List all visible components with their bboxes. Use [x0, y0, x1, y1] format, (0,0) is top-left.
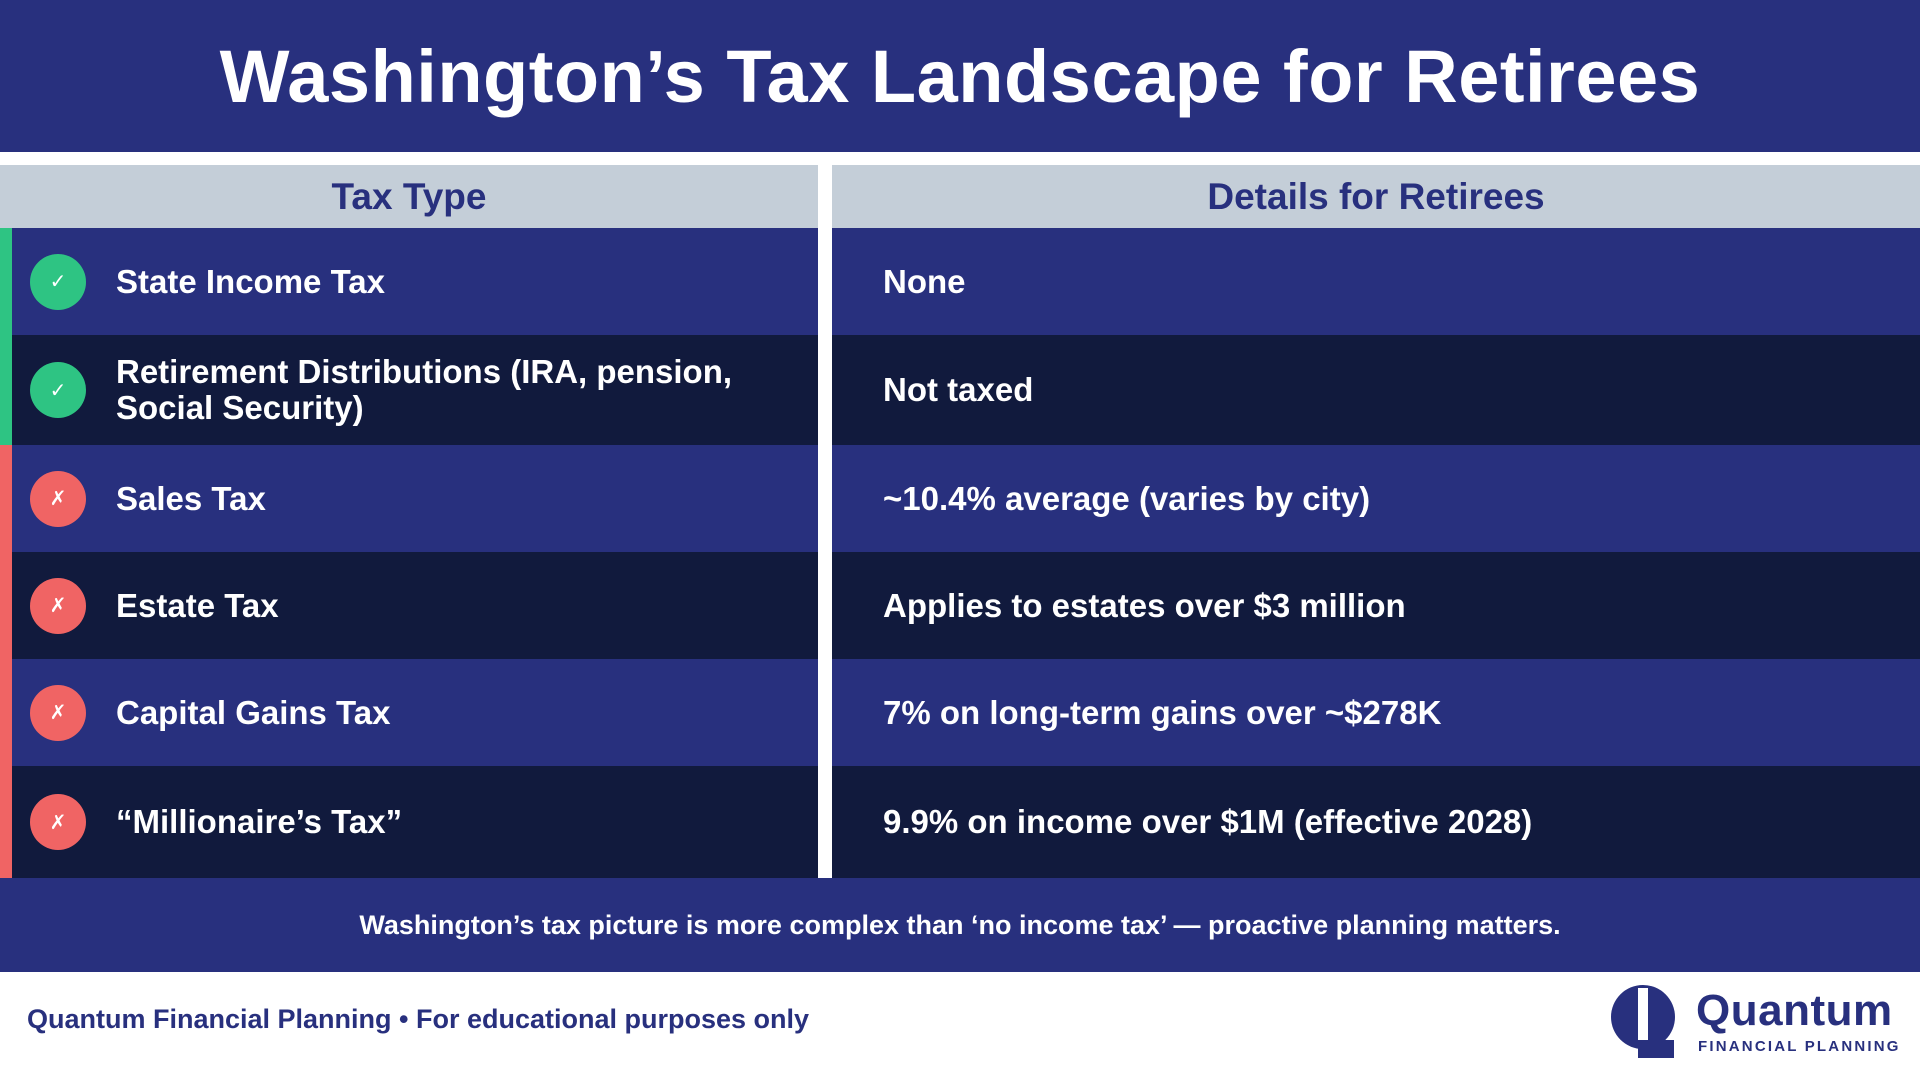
logo-wordmark: Quantum	[1696, 986, 1893, 1035]
tax-type-cell: ✗ Capital Gains Tax	[12, 659, 818, 766]
tax-type-cell: ✗ Estate Tax	[12, 552, 818, 659]
page-title: Washington’s Tax Landscape for Retirees	[219, 34, 1701, 118]
tax-type-label: Estate Tax	[116, 586, 279, 624]
table-row: ✗ Sales Tax ~10.4% average (varies by ci…	[0, 445, 1920, 552]
details-cell: 7% on long-term gains over ~$278K	[832, 659, 1920, 766]
details-cell: 9.9% on income over $1M (effective 2028)	[832, 766, 1920, 878]
x-icon: ✗	[30, 577, 86, 634]
details-cell: Applies to estates over $3 million	[832, 552, 1920, 659]
tax-type-cell: ✓ State Income Tax	[12, 228, 818, 335]
details-text: 9.9% on income over $1M (effective 2028)	[883, 803, 1533, 840]
table-row: ✗ Estate Tax Applies to estates over $3 …	[0, 552, 1920, 659]
check-icon: ✓	[30, 253, 86, 310]
check-icon: ✓	[30, 362, 86, 418]
tax-type-label: Capital Gains Tax	[116, 693, 391, 731]
logo-subtitle: FINANCIAL PLANNING	[1698, 1038, 1901, 1055]
table-row: ✓ Retirement Distributions (IRA, pension…	[0, 335, 1920, 445]
column-divider	[818, 165, 832, 878]
page-header: Washington’s Tax Landscape for Retirees	[0, 0, 1920, 152]
tax-type-label: Sales Tax	[116, 479, 266, 517]
status-strip	[0, 445, 12, 552]
details-text: Not taxed	[883, 371, 1034, 408]
footer-text: Quantum Financial Planning • For educati…	[27, 1004, 810, 1034]
x-icon: ✗	[30, 470, 86, 527]
table-row: ✗ Capital Gains Tax 7% on long-term gain…	[0, 659, 1920, 766]
summary-text: Washington’s tax picture is more complex…	[359, 909, 1561, 940]
details-text: ~10.4% average (varies by city)	[883, 479, 1371, 517]
status-strip	[0, 228, 12, 335]
table-row: ✓ State Income Tax None	[0, 228, 1920, 335]
table-row: ✗ “Millionaire’s Tax” 9.9% on income ove…	[0, 766, 1920, 878]
x-icon: ✗	[30, 794, 86, 850]
details-cell: Not taxed	[832, 335, 1920, 445]
tax-table: Tax Type Details for Retirees ✓ State In…	[0, 152, 1920, 878]
quantum-logo-icon	[1611, 985, 1675, 1058]
status-strip	[0, 766, 12, 878]
company-logo: Quantum FINANCIAL PLANNING	[1610, 980, 1910, 1060]
footer: Quantum Financial Planning • For educati…	[0, 972, 1920, 1080]
details-cell: ~10.4% average (varies by city)	[832, 445, 1920, 552]
tax-type-label: State Income Tax	[116, 262, 385, 300]
x-icon: ✗	[30, 684, 86, 741]
status-strip	[0, 335, 12, 445]
tax-type-cell: ✗ “Millionaire’s Tax”	[12, 766, 818, 878]
details-text: 7% on long-term gains over ~$278K	[883, 693, 1442, 731]
tax-type-label: “Millionaire’s Tax”	[116, 803, 403, 840]
status-strip	[0, 552, 12, 659]
tax-type-cell: ✓ Retirement Distributions (IRA, pension…	[12, 335, 818, 445]
details-text: None	[883, 262, 966, 300]
tax-type-cell: ✗ Sales Tax	[12, 445, 818, 552]
status-strip	[0, 659, 12, 766]
summary-banner: Washington’s tax picture is more complex…	[0, 878, 1920, 972]
details-cell: None	[832, 228, 1920, 335]
column-header-details: Details for Retirees	[832, 165, 1920, 228]
tax-type-label: Retirement Distributions (IRA, pension, …	[116, 353, 733, 426]
details-text: Applies to estates over $3 million	[883, 586, 1406, 624]
column-header-tax-type: Tax Type	[0, 165, 818, 228]
